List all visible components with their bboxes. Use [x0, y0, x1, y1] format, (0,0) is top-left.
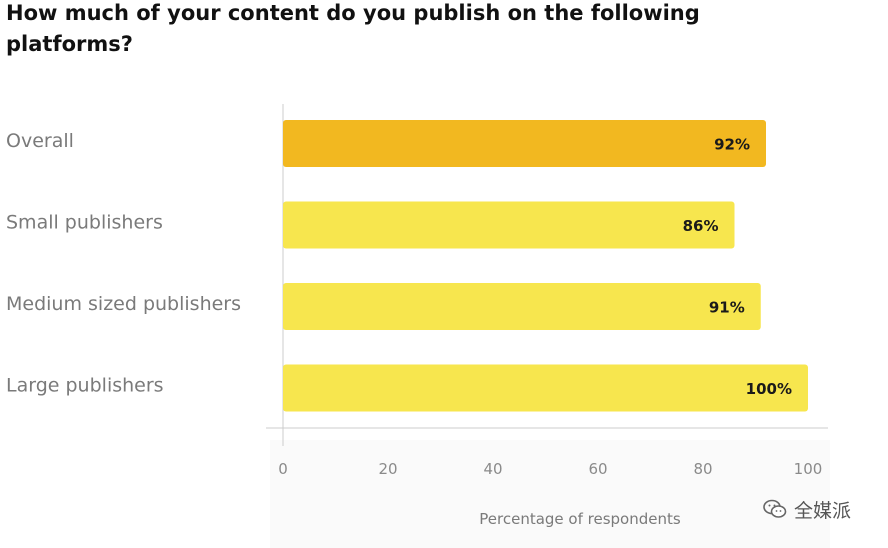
category-label: Medium sized publishers: [6, 293, 241, 315]
x-tick-label: 20: [378, 460, 397, 478]
bar: [283, 201, 735, 249]
plot-background: [270, 440, 830, 548]
x-tick-label: 100: [794, 460, 823, 478]
category-label: Overall: [6, 130, 74, 152]
data-label: 100%: [746, 380, 792, 398]
x-tick-label: 60: [588, 460, 607, 478]
bar: [283, 120, 766, 167]
category-label: Large publishers: [6, 375, 164, 397]
bar: [283, 283, 761, 330]
bar: [283, 364, 808, 412]
watermark: 全媒派: [762, 496, 851, 522]
wechat-icon: [763, 499, 787, 518]
category-label: Small publishers: [6, 212, 163, 234]
data-label: 92%: [714, 136, 750, 154]
watermark-text: 全媒派: [794, 499, 852, 522]
x-tick-label: 80: [693, 460, 712, 478]
x-axis-title: Percentage of respondents: [479, 510, 681, 528]
x-tick-label: 40: [483, 460, 502, 478]
chart-title: How much of your content do you publish …: [6, 1, 700, 56]
data-label: 86%: [683, 217, 719, 235]
x-tick-label: 0: [278, 460, 288, 478]
data-label: 91%: [709, 299, 745, 317]
